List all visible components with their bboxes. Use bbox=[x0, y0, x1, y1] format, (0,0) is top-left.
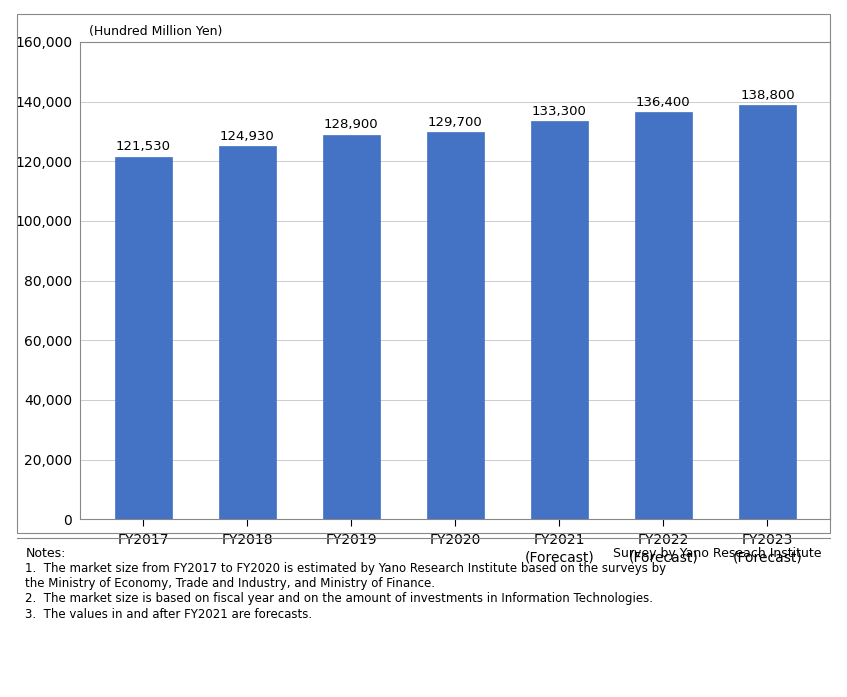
Text: 124,930: 124,930 bbox=[220, 130, 274, 143]
Text: (Hundred Million Yen): (Hundred Million Yen) bbox=[89, 25, 222, 38]
Text: 133,300: 133,300 bbox=[532, 105, 587, 118]
Bar bbox=[739, 105, 796, 519]
Text: Survey by Yano Reseach Institute: Survey by Yano Reseach Institute bbox=[613, 547, 822, 560]
Bar bbox=[427, 132, 484, 519]
Text: 136,400: 136,400 bbox=[636, 95, 690, 109]
Text: 1.  The market size from FY2017 to FY2020 is estimated by Yano Research Institut: 1. The market size from FY2017 to FY2020… bbox=[25, 562, 667, 576]
Bar bbox=[323, 135, 379, 519]
Text: 2.  The market size is based on fiscal year and on the amount of investments in : 2. The market size is based on fiscal ye… bbox=[25, 592, 653, 606]
Text: 121,530: 121,530 bbox=[116, 140, 170, 153]
Text: 3.  The values in and after FY2021 are forecasts.: 3. The values in and after FY2021 are fo… bbox=[25, 608, 313, 621]
Bar bbox=[114, 157, 172, 519]
Bar bbox=[531, 121, 588, 519]
Text: 129,700: 129,700 bbox=[428, 116, 483, 129]
Bar bbox=[219, 146, 276, 519]
Text: 128,900: 128,900 bbox=[324, 118, 379, 131]
Bar bbox=[634, 112, 692, 519]
Text: the Ministry of Economy, Trade and Industry, and Ministry of Finance.: the Ministry of Economy, Trade and Indus… bbox=[25, 577, 435, 590]
Text: Notes:: Notes: bbox=[25, 547, 66, 560]
Text: 138,800: 138,800 bbox=[740, 89, 794, 102]
